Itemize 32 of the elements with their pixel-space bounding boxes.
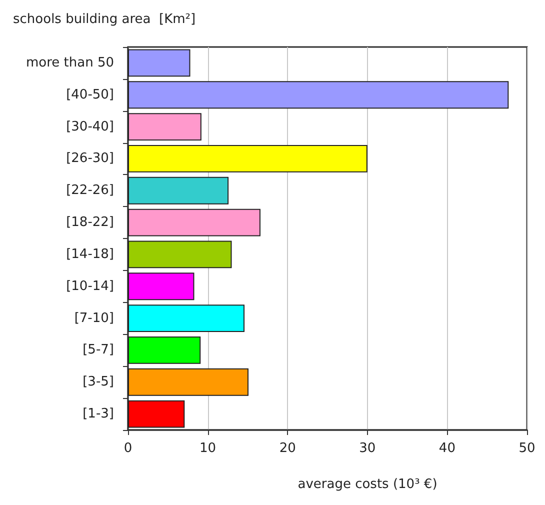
bar bbox=[128, 400, 185, 428]
y-tick-label: more than 50 bbox=[26, 55, 114, 70]
x-tick-label: 40 bbox=[438, 441, 456, 456]
bar bbox=[128, 304, 245, 332]
y-axis-title: schools building area [Km²] bbox=[13, 12, 196, 27]
bar bbox=[128, 49, 190, 77]
y-tick-label: [18-22] bbox=[66, 215, 114, 230]
y-tick-label: [14-18] bbox=[66, 246, 114, 262]
x-tick-label: 20 bbox=[279, 441, 296, 456]
y-tick-label: [10-14] bbox=[66, 278, 114, 294]
y-tick-label: [40-50] bbox=[66, 87, 114, 102]
bar bbox=[128, 208, 260, 236]
bar bbox=[128, 368, 248, 396]
bar bbox=[128, 113, 202, 141]
bar bbox=[128, 81, 509, 109]
y-tick-label: [1-3] bbox=[82, 406, 114, 422]
bar bbox=[128, 272, 194, 300]
x-tick-label: 30 bbox=[359, 441, 376, 456]
y-tick-label: [22-26] bbox=[66, 183, 114, 198]
bar bbox=[128, 240, 232, 268]
x-tick-label: 0 bbox=[124, 441, 132, 456]
bar bbox=[128, 336, 201, 364]
x-tick-label: 50 bbox=[518, 441, 536, 456]
bar bbox=[128, 144, 368, 172]
y-tick-label: [30-40] bbox=[66, 119, 114, 134]
y-tick-label: [26-30] bbox=[66, 151, 114, 166]
y-tick-label: [7-10] bbox=[74, 310, 114, 326]
y-tick-label: [5-7] bbox=[82, 342, 114, 358]
x-axis-title: average costs (10³ €) bbox=[298, 477, 438, 492]
bar bbox=[128, 176, 229, 204]
x-tick-label: 10 bbox=[200, 441, 216, 456]
y-tick-label: [3-5] bbox=[82, 374, 114, 390]
